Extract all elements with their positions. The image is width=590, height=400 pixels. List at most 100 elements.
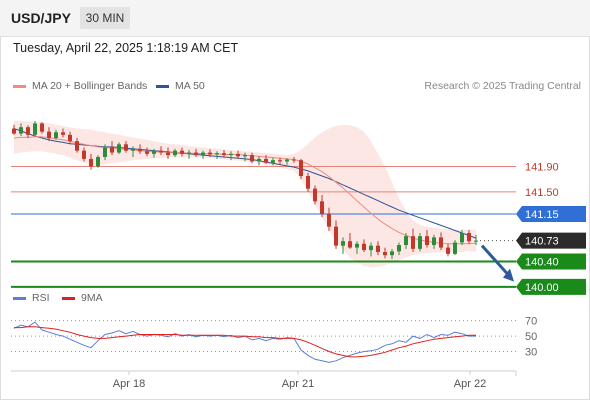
candle-body (292, 159, 296, 161)
candle (75, 138, 79, 153)
candle-body (159, 150, 163, 153)
ma50-legend-label: MA 50 (175, 80, 205, 92)
candle (467, 229, 471, 244)
rsi-line (13, 321, 476, 363)
candle (278, 157, 282, 165)
candle (96, 155, 100, 168)
candle-body (243, 155, 247, 157)
candle-body (432, 237, 436, 246)
candle (166, 147, 170, 159)
candle-body (229, 153, 233, 156)
candle (432, 234, 436, 249)
rsi-tick-label: 30 (525, 347, 537, 359)
candle-body (327, 214, 331, 227)
candle (145, 147, 149, 157)
candle-body (425, 236, 429, 246)
candle-body (460, 233, 464, 243)
candle (222, 150, 226, 158)
candle (89, 153, 93, 170)
ma20-legend-swatch (13, 85, 26, 88)
candle (12, 124, 16, 135)
candle-body (152, 150, 156, 154)
candle (383, 247, 387, 259)
candle-body (313, 188, 317, 202)
symbol-label: USD/JPY (11, 10, 71, 26)
candle (257, 156, 261, 166)
rsi-tick-label: 50 (525, 331, 537, 343)
candle (208, 149, 212, 157)
candle (348, 233, 352, 249)
candle (33, 120, 37, 137)
rsi-ma-line (14, 326, 476, 358)
candle (418, 233, 422, 252)
timeframe-button[interactable]: 30 MIN (80, 7, 130, 29)
candle-body (264, 158, 268, 163)
x-axis-tick-label: Apr 21 (282, 378, 314, 390)
level-tag-140.40: 140.40 (516, 253, 586, 270)
level-tag-label-140.00: 140.00 (525, 282, 559, 294)
candle-body (355, 243, 359, 248)
level-tag-bg-140.00 (516, 278, 586, 295)
candle-body (390, 251, 394, 256)
candle (306, 172, 310, 192)
candle (40, 122, 44, 134)
rsi-legend-swatch (13, 297, 26, 300)
candle-body (285, 159, 289, 162)
candle (54, 129, 58, 140)
candle-body (187, 152, 191, 154)
candle-body (341, 241, 345, 246)
candle (250, 152, 254, 164)
candle (299, 158, 303, 180)
candle (439, 232, 443, 251)
candle-body (68, 134, 72, 142)
candle (194, 148, 198, 157)
candle (173, 148, 177, 157)
candle (313, 185, 317, 205)
candle-body (138, 148, 142, 152)
candle-body (75, 141, 79, 151)
candle (320, 195, 324, 218)
last-price-tag-bg (516, 232, 586, 249)
candle (103, 144, 107, 161)
level-tag-label-141.15: 141.15 (525, 209, 559, 221)
candle-body (271, 160, 275, 163)
level-tag-140.00: 140.00 (516, 278, 586, 295)
candle-body (362, 243, 366, 251)
candle-body (320, 201, 324, 214)
candle-body (299, 160, 303, 176)
candle (460, 229, 464, 246)
candle (362, 239, 366, 252)
candle-body (446, 247, 450, 254)
candle-body (89, 158, 93, 167)
candle-body (117, 144, 121, 153)
candle (327, 207, 331, 232)
candle-body (236, 153, 240, 157)
candle-body (194, 152, 198, 156)
candle (19, 123, 23, 137)
candle (201, 150, 205, 159)
x-axis-tick-label: Apr 22 (454, 378, 486, 390)
x-axis-tick-label: Apr 18 (113, 378, 145, 390)
rsi-ma-legend-swatch (62, 297, 75, 300)
candle (404, 233, 408, 249)
candle-body (383, 252, 387, 256)
candle-body (257, 158, 261, 162)
candle (243, 152, 247, 162)
candle-body (47, 131, 51, 138)
candle-body (173, 150, 177, 156)
candle (152, 148, 156, 158)
candle (68, 131, 72, 145)
candle-body (61, 132, 65, 135)
candle-body (348, 241, 352, 248)
candle (474, 234, 478, 246)
candle-body (201, 152, 205, 156)
candle (117, 142, 121, 154)
candle-body (19, 127, 23, 134)
candle (138, 144, 142, 154)
candle-body (131, 148, 135, 151)
candle-body (404, 236, 408, 246)
candle (453, 239, 457, 256)
ma50-legend-swatch (156, 85, 169, 88)
candle (411, 228, 415, 252)
candle-body (166, 152, 170, 156)
